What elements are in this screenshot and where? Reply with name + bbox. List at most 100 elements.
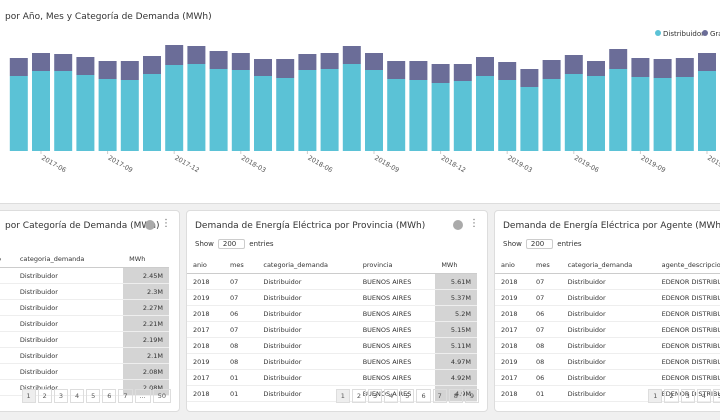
- page-button[interactable]: 2: [351, 389, 367, 403]
- page-button[interactable]: 5: [712, 389, 720, 403]
- cell: Distribuidor: [13, 363, 124, 380]
- bar-segment: [143, 74, 161, 151]
- cell: [0, 299, 14, 316]
- column-header: MWh: [435, 257, 477, 274]
- cell: 4.97M: [435, 353, 477, 370]
- page-button[interactable]: 5: [400, 389, 415, 403]
- page-button[interactable]: ...: [134, 389, 151, 403]
- header-row: anio mes categoria_demanda provincia MWh: [187, 257, 477, 274]
- page-button[interactable]: 9: [464, 389, 479, 403]
- page-button[interactable]: 2: [37, 389, 52, 403]
- page-button[interactable]: 7: [432, 389, 447, 403]
- page-button[interactable]: 4: [384, 389, 399, 403]
- chart-title: por Año, Mes y Categoría de Demanda (MWh…: [5, 12, 212, 22]
- page-button[interactable]: 4: [696, 389, 711, 403]
- x-tick-label: 2018-09: [373, 154, 401, 175]
- bar-segment: [98, 61, 117, 79]
- bar-segment: [409, 61, 428, 80]
- cell: 2.45M: [123, 267, 169, 284]
- page-button[interactable]: 7: [118, 389, 133, 403]
- table-row: 2018 06 Distribuidor BUENOS AIRES 5.2M: [187, 305, 477, 322]
- cell: 5.61M: [435, 273, 477, 290]
- cell: 2019: [187, 289, 225, 306]
- page-button[interactable]: 50: [152, 389, 171, 403]
- table-row: 2018 07 Distribuidor BUENOS AIRES 5.61M: [187, 273, 477, 290]
- bar-segment: [365, 53, 383, 70]
- bar-segment: [165, 65, 184, 151]
- cell: Distribuidor: [561, 289, 656, 306]
- table-card: por Categoría de Demanda (MWh)⋮ ocategori…: [0, 210, 180, 412]
- bar-segment: [9, 58, 28, 76]
- bar-segment: [675, 58, 694, 77]
- cell: 2018: [495, 273, 531, 290]
- bar-segment: [698, 53, 716, 71]
- bar-segment: [453, 81, 472, 151]
- page-button[interactable]: 2: [664, 389, 679, 403]
- cell: 07: [530, 289, 562, 306]
- bar-segment: [187, 64, 206, 151]
- cell: BUENOS AIRES: [356, 337, 436, 354]
- cell: 2017: [495, 369, 531, 386]
- menu-icon: ⋮: [469, 218, 479, 229]
- cell: Distribuidor: [13, 331, 124, 348]
- bar-segment: [564, 74, 583, 151]
- page-button[interactable]: 4: [69, 389, 85, 403]
- bar-segment: [165, 45, 184, 65]
- cell: Distribuidor: [561, 337, 656, 354]
- cell: 2018: [495, 305, 531, 322]
- bar-segment: [342, 46, 361, 64]
- cell: EDENOR DISTRIBUIDOR: [655, 321, 720, 338]
- column-header: agente_descripcion: [655, 257, 720, 274]
- cell: Distribuidor: [257, 273, 357, 290]
- cell: 5.11M: [435, 337, 477, 354]
- cell: 2018: [495, 385, 531, 402]
- page-button[interactable]: 3: [368, 389, 383, 403]
- bar-segment: [431, 83, 450, 151]
- cell: EDENOR DISTRIBUIDOR: [655, 289, 720, 306]
- page-button[interactable]: 6: [102, 389, 117, 403]
- column-header: mes: [224, 257, 258, 274]
- cell: 07: [224, 273, 258, 290]
- bar-segment: [653, 59, 672, 78]
- page-button[interactable]: 8: [448, 389, 463, 403]
- cell: 06: [530, 369, 562, 386]
- cell: Distribuidor: [13, 315, 124, 332]
- page-button[interactable]: 3: [53, 389, 68, 403]
- cell: 2.08M: [123, 363, 169, 380]
- cell: 2019: [495, 289, 531, 306]
- cell: 08: [224, 337, 258, 354]
- bar-segment: [698, 71, 716, 151]
- cell: 2018: [187, 337, 225, 354]
- bar-segment: [32, 53, 50, 71]
- page-button[interactable]: 1: [648, 389, 663, 403]
- bar-segment: [254, 59, 272, 76]
- cell: 08: [530, 353, 562, 370]
- cell: Distribuidor: [13, 379, 124, 396]
- bar-segment: [32, 71, 50, 151]
- page-button[interactable]: 5: [86, 389, 101, 403]
- page-button[interactable]: 1: [21, 389, 36, 403]
- bar-segment: [120, 80, 139, 151]
- bar-segment: [587, 61, 605, 76]
- page-button[interactable]: 3: [680, 389, 695, 403]
- bar-segment: [498, 62, 517, 80]
- table-row: Distribuidor 2.45M: [0, 267, 169, 284]
- cell: 2.21M: [123, 315, 169, 332]
- show-label: Show: [195, 240, 214, 248]
- table-row: Distribuidor 2.1M: [0, 347, 169, 364]
- column-header: provincia: [356, 257, 436, 274]
- page-button[interactable]: 6: [416, 389, 431, 403]
- chart-card: por Año, Mes y Categoría de Demanda (MWh…: [0, 0, 720, 204]
- cell: BUENOS AIRES: [356, 321, 436, 338]
- cell: 07: [224, 289, 258, 306]
- chart: por Año, Mes y Categoría de Demanda (MWh…: [5, 12, 720, 175]
- page-button[interactable]: 1: [335, 389, 350, 403]
- table-row: Distribuidor 2.21M: [0, 315, 169, 332]
- cell: 5.2M: [435, 305, 477, 322]
- cell: 2017: [187, 321, 225, 338]
